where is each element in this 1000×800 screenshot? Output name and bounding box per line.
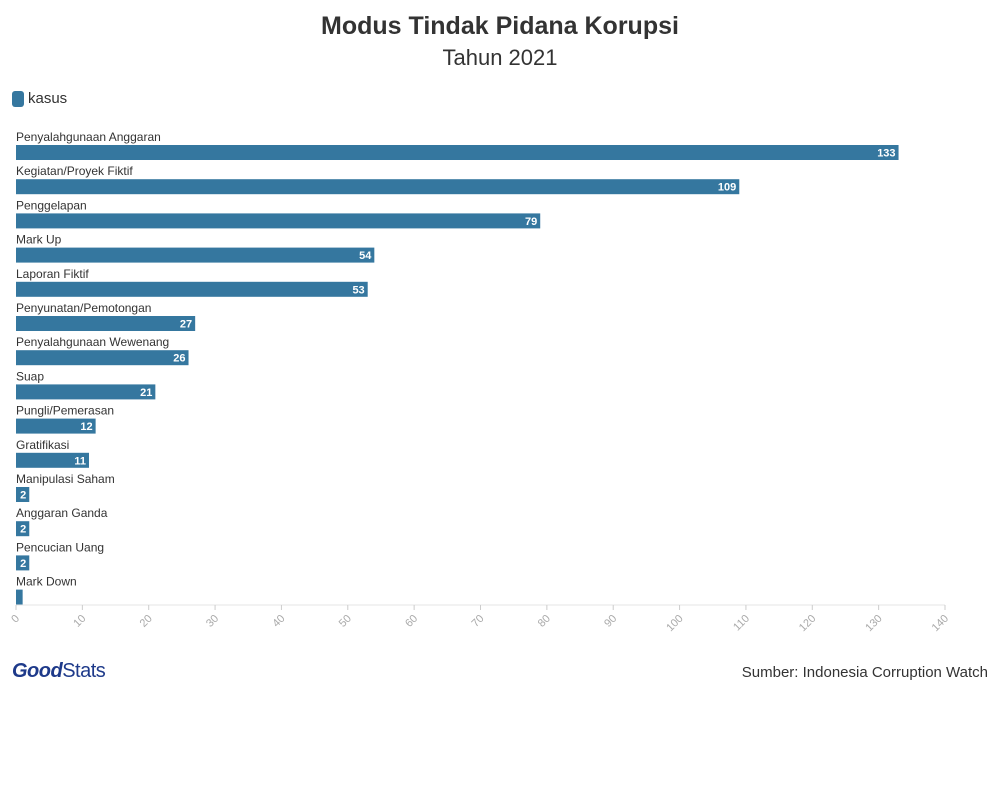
bar[interactable] [16, 316, 196, 331]
data-label: 11 [74, 455, 86, 467]
x-tick-label: 80 [536, 613, 553, 630]
x-tick-label: 20 [138, 613, 155, 630]
bar[interactable] [16, 145, 899, 160]
category-label: Kegiatan/Proyek Fiktif [16, 164, 133, 178]
x-tick-label: 40 [270, 613, 287, 630]
bar[interactable] [16, 179, 740, 195]
source-note: Sumber: Indonesia Corruption Watch [741, 664, 988, 681]
data-label: 133 [877, 148, 895, 160]
x-tick-label: 10 [71, 613, 88, 630]
category-label: Pencucian Uang [16, 540, 104, 554]
data-label: 54 [359, 250, 372, 262]
goodstats-logo: GoodStats [12, 660, 106, 683]
bar[interactable] [16, 521, 30, 537]
category-label: Suap [16, 369, 44, 383]
bar[interactable] [16, 418, 96, 434]
category-label: Manipulasi Saham [16, 472, 115, 486]
x-tick-label: 120 [797, 613, 818, 634]
x-tick-label: 140 [930, 613, 951, 634]
x-tick-label: 50 [337, 613, 354, 630]
category-label: Penyalahgunaan Anggaran [16, 130, 161, 144]
bar[interactable] [16, 589, 23, 605]
bar[interactable] [16, 555, 30, 571]
bar[interactable] [16, 452, 89, 468]
x-tick-label: 90 [602, 613, 619, 630]
x-tick-label: 130 [863, 613, 884, 634]
logo-stats-text: Stats [62, 660, 106, 682]
category-label: Penggelapan [16, 198, 87, 212]
bar[interactable] [16, 487, 30, 502]
data-label: 2 [20, 524, 26, 536]
legend-label: kasus [28, 90, 68, 107]
x-tick-label: 60 [403, 613, 420, 630]
data-label: 79 [525, 216, 537, 228]
data-label: 2 [20, 558, 26, 570]
bar[interactable] [16, 384, 156, 400]
legend[interactable]: kasus [12, 90, 67, 107]
category-label: Anggaran Ganda [16, 506, 108, 520]
bar[interactable] [16, 213, 541, 229]
x-tick-label: 100 [664, 613, 685, 634]
x-tick-label: 30 [204, 613, 221, 630]
bar[interactable] [16, 247, 375, 263]
chart-subtitle: Tahun 2021 [442, 45, 558, 70]
x-tick-label: 110 [731, 613, 752, 634]
bar[interactable] [16, 281, 368, 297]
legend-swatch [12, 90, 24, 107]
category-label: Gratifikasi [16, 438, 69, 452]
logo-good-text: Good [12, 660, 63, 682]
category-label: Penyalahgunaan Wewenang [16, 335, 169, 349]
category-label: Mark Up [16, 233, 62, 247]
category-label: Pungli/Pemerasan [16, 404, 114, 418]
x-tick-label: 0 [9, 613, 22, 626]
category-label: Laporan Fiktif [16, 267, 89, 281]
category-label: Penyunatan/Pemotongan [16, 301, 151, 315]
bar-chart: Penyalahgunaan Anggaran 133 Kegiatan/Proye… [9, 130, 951, 634]
data-label: 53 [352, 284, 364, 296]
data-label: 2 [20, 490, 26, 502]
bar[interactable] [16, 350, 189, 366]
x-tick-label: 70 [469, 613, 486, 630]
data-label: 21 [140, 387, 152, 399]
data-label: 12 [80, 421, 92, 433]
data-label: 26 [173, 353, 185, 365]
chart-title: Modus Tindak Pidana Korupsi [321, 12, 679, 40]
data-label: 27 [180, 319, 192, 331]
data-label: 109 [718, 182, 736, 194]
category-label: Mark Down [16, 575, 77, 589]
